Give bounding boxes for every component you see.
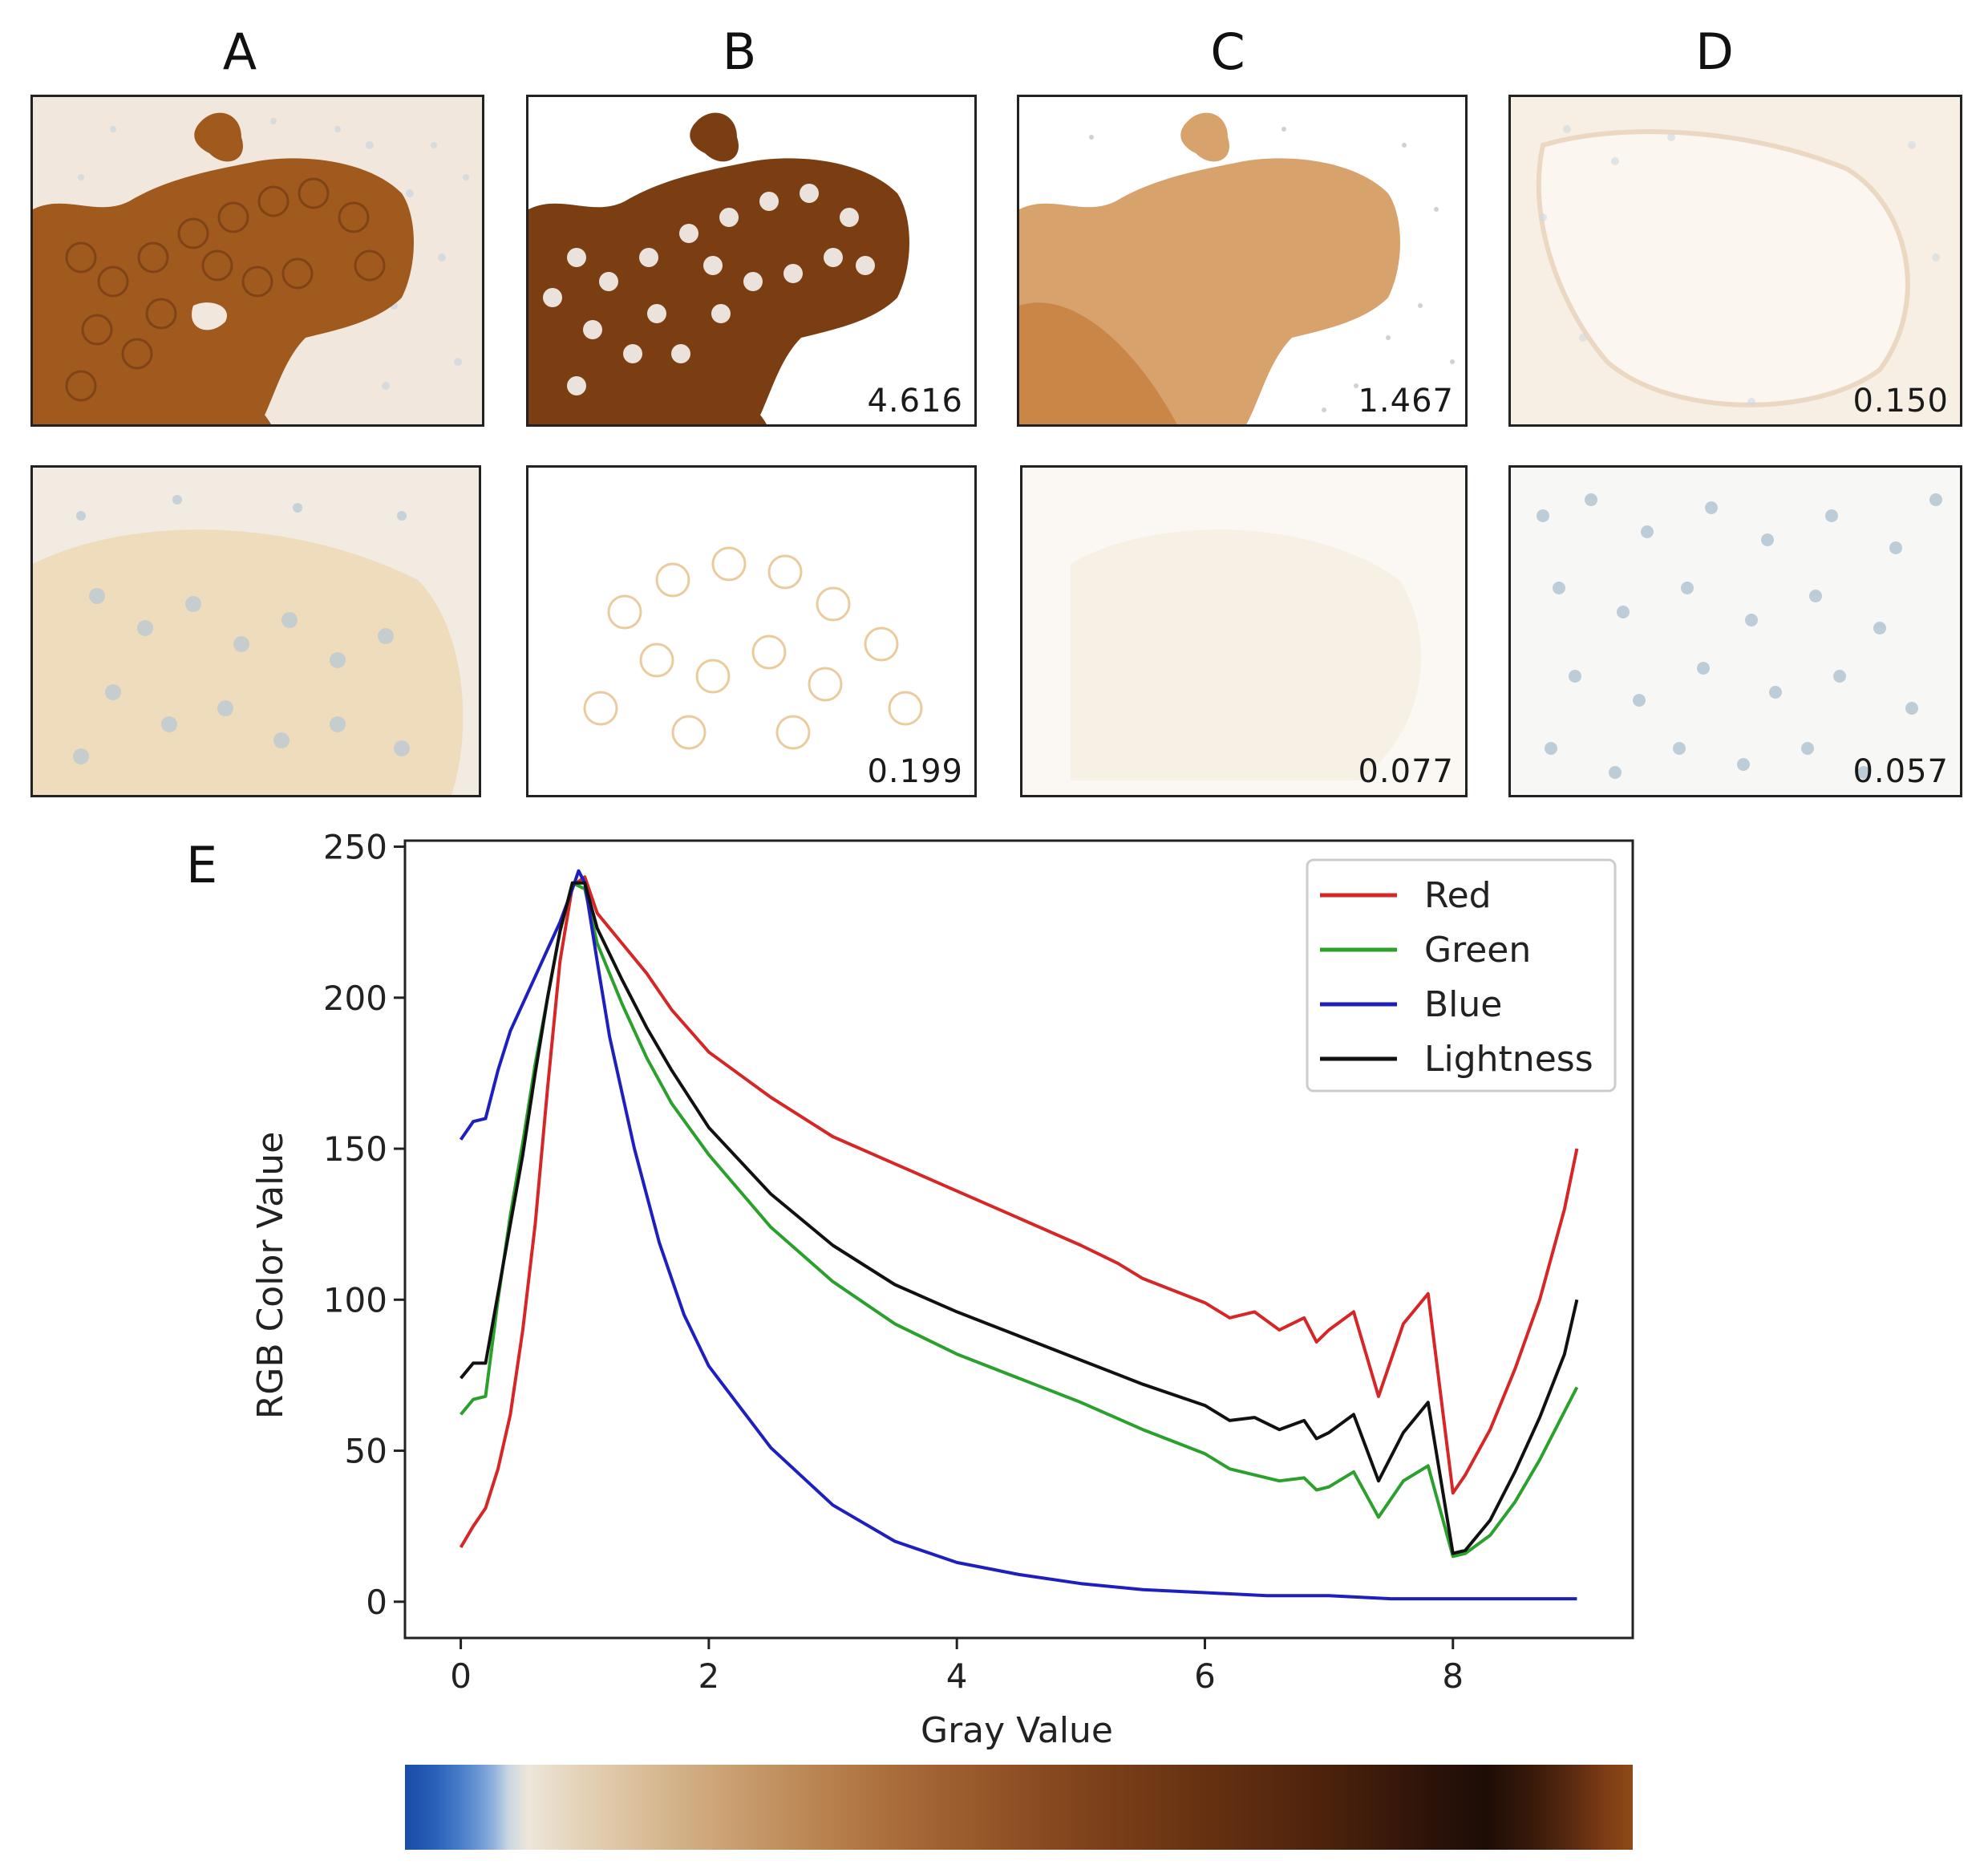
panel-a-row1 xyxy=(30,95,484,427)
y-tick-label: 100 xyxy=(323,1280,387,1320)
plot-area-frame xyxy=(403,839,1634,1640)
panel-d-row2: 0.057 xyxy=(1508,465,1962,797)
tissue-mask-image-b2 xyxy=(528,468,974,795)
series-line-red xyxy=(459,875,1579,1549)
panel-value-b1: 4.616 xyxy=(867,383,963,420)
legend-label-lightness: Lightness xyxy=(1424,1039,1593,1080)
series-line-lightness xyxy=(460,881,1579,1555)
panel-e-label: E xyxy=(186,836,217,894)
tissue-mask-image-c2 xyxy=(1022,468,1465,795)
panel-d-row1: 0.150 xyxy=(1508,95,1962,427)
tissue-mask-image-b1 xyxy=(528,97,974,424)
panel-value-c2: 0.077 xyxy=(1358,753,1454,790)
y-tick-label: 0 xyxy=(366,1583,387,1622)
panel-value-d1: 0.150 xyxy=(1852,383,1949,420)
x-tick-label: 2 xyxy=(698,1656,720,1696)
legend-label-green: Green xyxy=(1424,930,1531,971)
x-tick-label: 0 xyxy=(450,1656,472,1696)
legend-box xyxy=(1306,858,1617,1093)
panel-a-row2 xyxy=(30,465,481,797)
panel-b-row1: 4.616 xyxy=(526,95,977,427)
y-axis-label: RGB Color Value xyxy=(250,1132,291,1420)
panel-b-row2: 0.199 xyxy=(526,465,977,797)
x-tick-label: 6 xyxy=(1194,1656,1216,1696)
y-tick-label: 250 xyxy=(323,828,387,867)
tissue-image-strong-brown xyxy=(33,97,482,424)
x-tick-label: 8 xyxy=(1442,1656,1464,1696)
panel-c-row2: 0.077 xyxy=(1020,465,1468,797)
panel-value-b2: 0.199 xyxy=(867,753,963,790)
series-line-blue xyxy=(459,869,1577,1601)
tissue-image-d2 xyxy=(1511,468,1960,795)
column-label-d: D xyxy=(1695,22,1734,81)
x-axis-label: Gray Value xyxy=(921,1710,1113,1751)
legend-label-red: Red xyxy=(1424,875,1492,916)
column-label-b: B xyxy=(722,22,757,81)
panel-value-c1: 1.467 xyxy=(1358,383,1454,420)
gray-value-colorbar xyxy=(405,1765,1633,1850)
y-tick-label: 150 xyxy=(323,1129,387,1169)
rgb-line-chart: E 0 2 4 6 8 0 50 100 150 200 250 Red Green Blue Light… xyxy=(186,828,1634,1751)
panel-value-d2: 0.057 xyxy=(1852,753,1949,790)
column-label-c: C xyxy=(1210,22,1245,81)
tissue-image-d1 xyxy=(1511,97,1960,424)
panel-c-row1: 1.467 xyxy=(1017,95,1468,427)
tissue-mask-image-c1 xyxy=(1019,97,1465,424)
y-tick-label: 50 xyxy=(345,1432,387,1471)
x-tick-label: 4 xyxy=(946,1656,968,1696)
legend-label-blue: Blue xyxy=(1424,984,1502,1025)
tissue-image-a2 xyxy=(33,468,479,795)
column-label-a: A xyxy=(222,22,257,81)
y-tick-label: 200 xyxy=(323,979,387,1018)
